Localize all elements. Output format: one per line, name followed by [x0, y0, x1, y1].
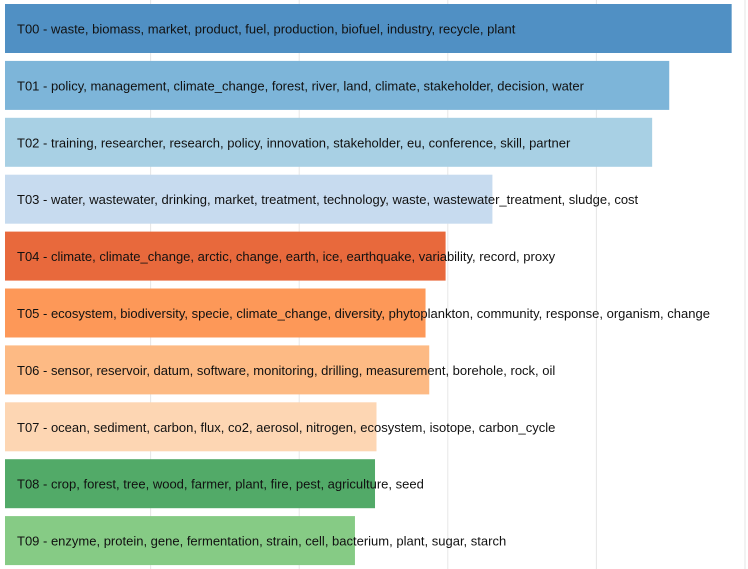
bar-labels: T00 - waste, biomass, market, product, f… [17, 22, 710, 549]
bars [5, 4, 732, 566]
bar-t05 [5, 288, 426, 338]
bar-label-t04: T04 - climate, climate_change, arctic, c… [17, 249, 556, 264]
bar-t06 [5, 345, 430, 395]
bar-t04 [5, 231, 446, 281]
bar-label-t08: T08 - crop, forest, tree, wood, farmer, … [17, 477, 424, 492]
bar-label-t02: T02 - training, researcher, research, po… [17, 135, 571, 150]
bar-t02 [5, 117, 653, 167]
bar-label-t05: T05 - ecosystem, biodiversity, specie, c… [17, 306, 710, 321]
bar-label-t01: T01 - policy, management, climate_change… [17, 78, 585, 93]
bar-t00 [5, 4, 732, 53]
bar-t08 [5, 459, 376, 509]
bar-label-t06: T06 - sensor, reservoir, datum, software… [17, 363, 555, 378]
bar-t09 [5, 516, 355, 566]
bar-t07 [5, 402, 377, 452]
bar-label-t00: T00 - waste, biomass, market, product, f… [17, 22, 516, 37]
bar-label-t09: T09 - enzyme, protein, gene, fermentatio… [17, 534, 506, 549]
bar-label-t03: T03 - water, wastewater, drinking, marke… [17, 192, 639, 207]
bar-t01 [5, 60, 670, 110]
bar-label-t07: T07 - ocean, sediment, carbon, flux, co2… [17, 420, 555, 435]
bar-t03 [5, 174, 493, 224]
